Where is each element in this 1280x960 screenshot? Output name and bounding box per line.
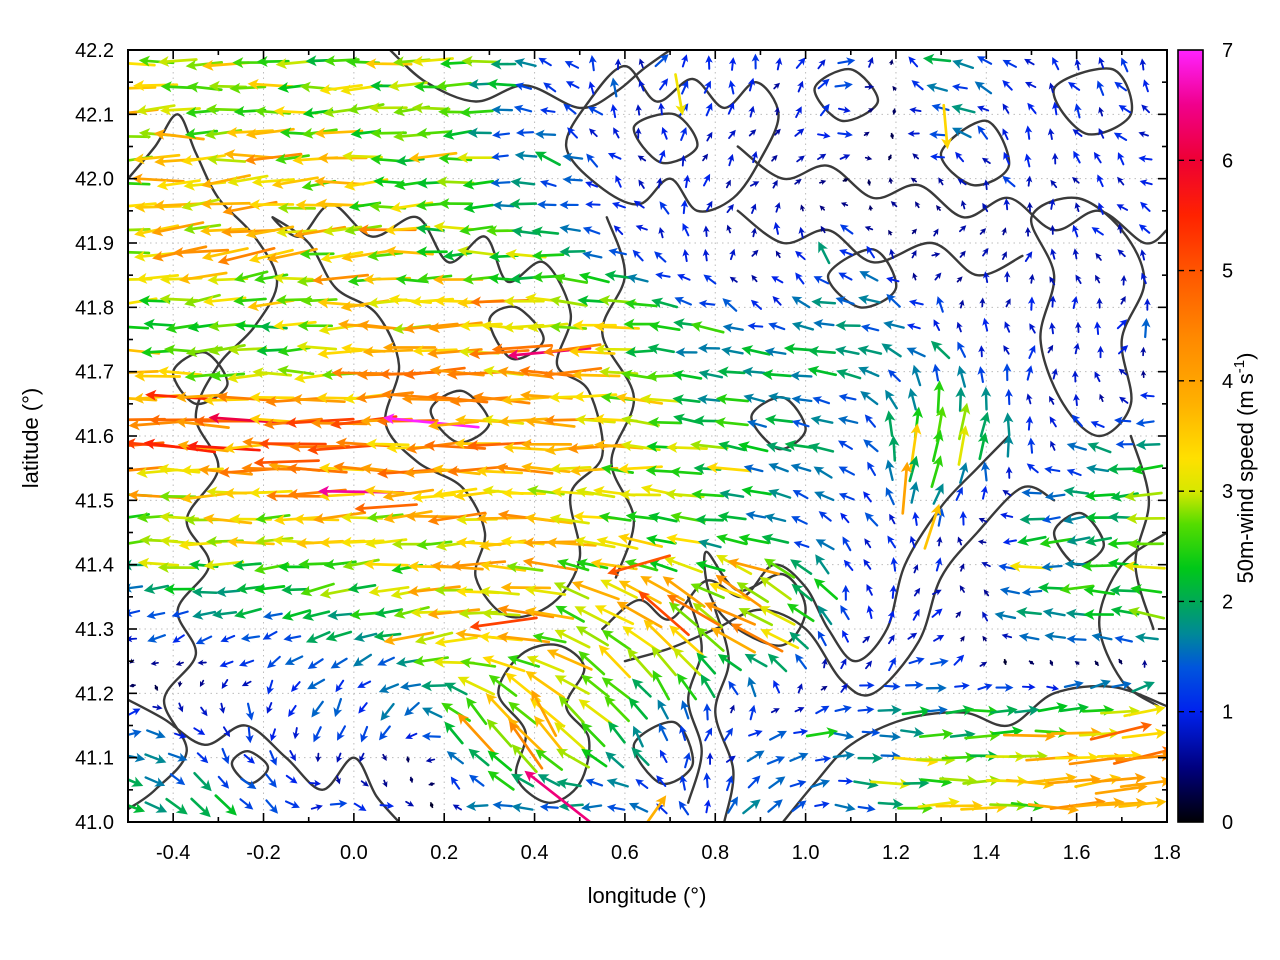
colorbar xyxy=(1177,49,1204,823)
y-tick-label: 41.1 xyxy=(75,748,114,770)
x-tick-label: 0.4 xyxy=(521,842,549,864)
terrain-contours xyxy=(128,50,1167,822)
y-tick-label: 41.4 xyxy=(75,555,114,577)
y-tick-label: 42.2 xyxy=(75,40,114,62)
x-tick-label: -0.4 xyxy=(156,842,190,864)
x-tick-label: 1.4 xyxy=(972,842,1000,864)
x-tick-label: 1.2 xyxy=(882,842,910,864)
y-tick-label: 41.9 xyxy=(75,233,114,255)
x-tick-label: 0.2 xyxy=(430,842,458,864)
colorbar-tick-labels: 0 1 2 3 4 5 6 7 xyxy=(1222,40,1233,834)
colorbar-tick-label: 4 xyxy=(1222,371,1233,393)
wind-arrows xyxy=(128,53,1167,822)
colorbar-tick-label: 6 xyxy=(1222,150,1233,172)
y-tick-label: 42.0 xyxy=(75,169,114,191)
colorbar-title: 50m-wind speed (m s-1) xyxy=(1231,353,1258,584)
x-tick-labels: -0.4 -0.2 0.0 0.2 0.4 0.6 0.8 1.0 1.2 1.4 1.6 1.8 xyxy=(156,842,1181,864)
x-tick-label: 0.6 xyxy=(611,842,639,864)
grid-lines xyxy=(128,49,1168,823)
colorbar-tick-label: 5 xyxy=(1222,261,1233,283)
colorbar-tick-label: 1 xyxy=(1222,702,1233,724)
x-tick-label: 1.0 xyxy=(792,842,820,864)
x-tick-label: 1.8 xyxy=(1153,842,1181,864)
y-tick-label: 41.7 xyxy=(75,362,114,384)
y-axis-title: latitude (°) xyxy=(18,388,43,489)
y-tick-label: 41.5 xyxy=(75,490,114,512)
colorbar-tick-label: 0 xyxy=(1222,812,1233,834)
y-tick-label: 42.1 xyxy=(75,104,114,126)
colorbar-tick-label: 3 xyxy=(1222,481,1233,503)
y-tick-label: 41.8 xyxy=(75,297,114,319)
colorbar-tick-label: 2 xyxy=(1222,591,1233,613)
plot-frame xyxy=(127,49,1168,823)
y-tick-label: 41.0 xyxy=(75,812,114,834)
x-tick-label: 0.8 xyxy=(701,842,729,864)
colorbar-tick-label: 7 xyxy=(1222,40,1233,62)
x-tick-label: 0.0 xyxy=(340,842,368,864)
y-tick-labels: 41.0 41.1 41.2 41.3 41.4 41.5 41.6 41.7 41.8 41.9… xyxy=(75,40,114,834)
x-axis-title: longitude (°) xyxy=(588,883,707,908)
x-tick-label: -0.2 xyxy=(246,842,280,864)
y-tick-label: 41.3 xyxy=(75,619,114,641)
y-tick-label: 41.6 xyxy=(75,426,114,448)
y-tick-label: 41.2 xyxy=(75,683,114,705)
x-tick-label: 1.6 xyxy=(1063,842,1091,864)
